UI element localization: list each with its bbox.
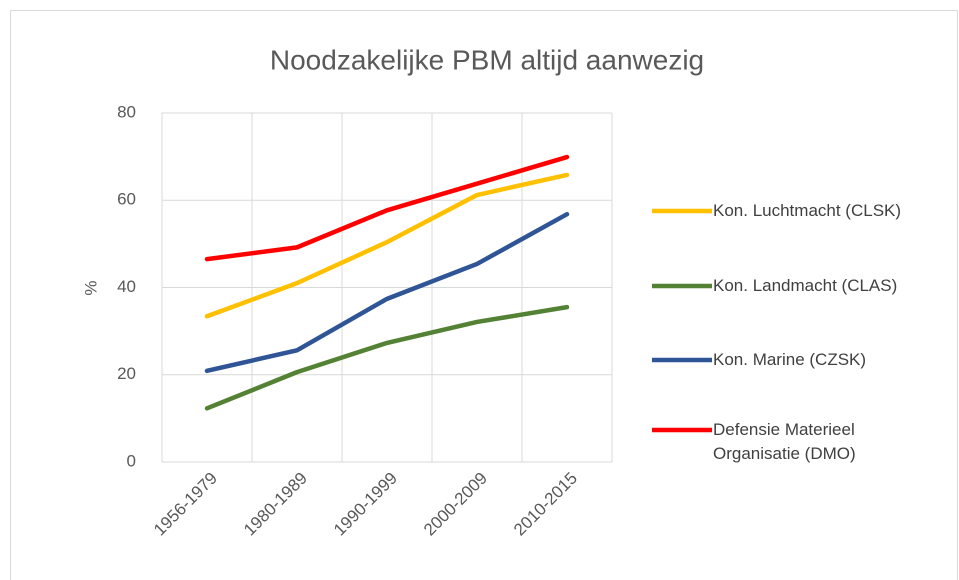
y-tick-label: 60 <box>117 190 136 209</box>
y-tick-label: 20 <box>117 364 136 383</box>
data-line <box>204 154 570 262</box>
legend-label: Defensie Materieel Organisatie (DMO) <box>713 420 856 463</box>
y-axis-label: % <box>81 280 100 295</box>
legend-label: Kon. Landmacht (CLAS) <box>713 276 898 295</box>
chart-title: Noodzakelijke PBM altijd aanwezig <box>270 44 704 75</box>
chart-border <box>10 10 958 580</box>
y-tick-label: 40 <box>117 277 136 296</box>
y-tick-label: 0 <box>127 451 136 470</box>
legend-label: Kon. Luchtmacht (CLSK) <box>713 201 902 220</box>
data-line <box>204 304 570 411</box>
y-tick-label: 80 <box>117 102 136 121</box>
legend-label: Kon. Marine (CZSK) <box>713 350 867 369</box>
data-line <box>204 211 570 374</box>
data-line <box>204 172 570 319</box>
